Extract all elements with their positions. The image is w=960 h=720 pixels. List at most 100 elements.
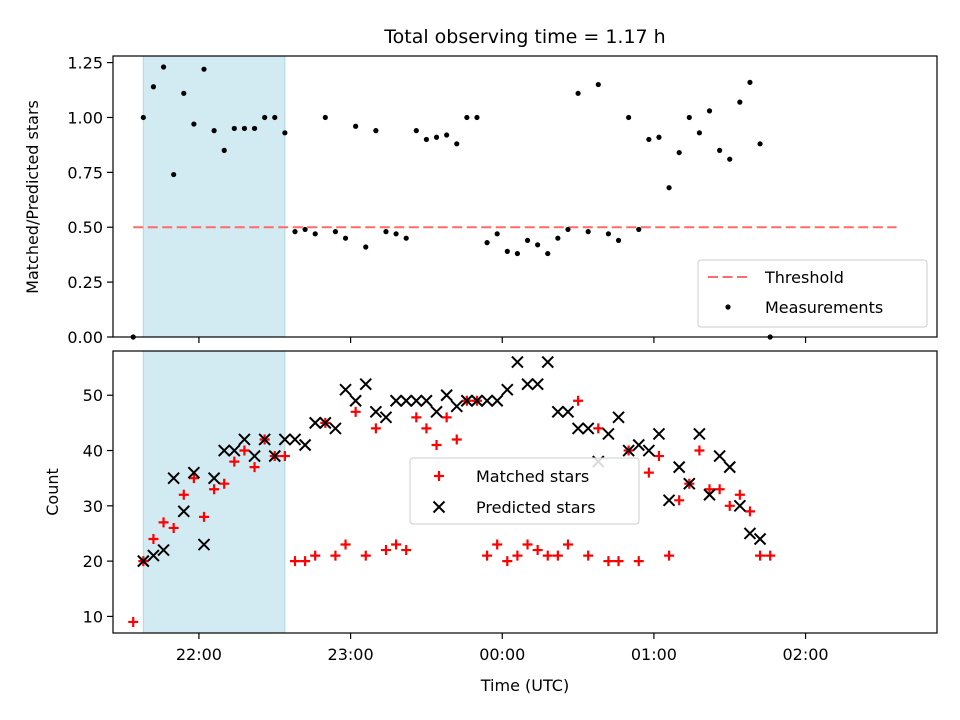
measurement-point	[433, 134, 440, 140]
predicted-star-point	[622, 444, 635, 457]
matched-star-point	[593, 423, 604, 434]
measurement-point	[140, 114, 146, 121]
chart-title: Total observing time = 1.17 h	[383, 26, 665, 48]
matched-star-point	[755, 550, 766, 561]
measurement-point	[464, 114, 470, 121]
measurement-point	[717, 147, 723, 153]
top-legend-box	[697, 259, 928, 328]
x-tick-label: 23:00	[328, 645, 374, 664]
bottom-y-tick-label: 30	[83, 497, 103, 516]
measurement-point	[626, 114, 632, 121]
legend-matched-label: Matched stars	[476, 467, 589, 486]
predicted-star-point	[743, 527, 757, 540]
measurement-point	[605, 231, 612, 237]
matched-star-point	[512, 550, 523, 561]
top-y-tick-label: 1.00	[67, 108, 103, 127]
matched-star-point	[148, 534, 159, 544]
measurement-point	[504, 248, 510, 254]
predicted-star-point	[187, 466, 201, 479]
matched-star-point	[279, 451, 290, 462]
matched-star-point	[229, 456, 240, 467]
predicted-star-point	[319, 416, 332, 430]
predicted-star-point	[440, 389, 453, 402]
measurement-point	[585, 229, 591, 235]
matched-star-point	[178, 489, 189, 500]
predicted-star-point	[470, 394, 484, 407]
measurement-point	[535, 242, 541, 248]
matched-star-point	[633, 556, 644, 567]
predicted-star-point	[197, 538, 211, 551]
measurement-point	[373, 128, 379, 134]
measurement-point	[272, 114, 278, 121]
predicted-star-point	[602, 427, 615, 441]
bottom-y-tick-label: 20	[83, 552, 103, 571]
measurement-point	[484, 240, 490, 246]
legend-predicted-swatch	[432, 500, 446, 514]
predicted-star-point	[369, 405, 383, 419]
measurement-point	[706, 108, 713, 114]
matched-star-point	[603, 556, 614, 567]
predicted-star-point	[430, 405, 443, 419]
matched-star-point	[573, 395, 584, 406]
predicted-star-point	[399, 394, 413, 407]
predicted-star-point	[480, 394, 494, 407]
measurement-point	[241, 125, 248, 132]
matched-star-point	[168, 522, 179, 533]
predicted-star-point	[683, 477, 696, 490]
measurement-point	[353, 123, 359, 129]
measurement-point	[413, 128, 419, 134]
predicted-star-point	[137, 554, 150, 568]
matched-star-point	[350, 406, 361, 417]
measurement-point	[676, 149, 682, 156]
x-tick-label: 22:00	[176, 645, 222, 664]
x-axis-label: Time (UTC)	[480, 676, 569, 695]
top-y-tick-label: 0.00	[67, 328, 103, 347]
predicted-star-point	[571, 422, 585, 435]
matched-star-point	[239, 445, 250, 456]
predicted-star-point	[410, 394, 423, 407]
bottom-y-tick-label: 40	[83, 442, 103, 461]
legend-threshold-label: Threshold	[764, 268, 844, 287]
matched-star-point	[188, 473, 199, 484]
measurement-point	[565, 226, 571, 233]
measurement-point	[737, 99, 743, 105]
matched-star-point	[613, 556, 624, 567]
matched-star-point	[219, 478, 230, 489]
measurement-point	[444, 132, 450, 138]
predicted-star-point	[672, 460, 686, 474]
measurement-point	[423, 136, 430, 143]
predicted-star-point	[258, 433, 271, 446]
matched-star-point	[401, 545, 412, 556]
measurement-point	[282, 130, 288, 136]
predicted-star-point	[167, 471, 180, 485]
bottom-ticks: 10 20 30 40 50 22:00 23:00 00:00 01:00 02:00	[83, 386, 829, 664]
legend-measurement-swatch	[725, 304, 731, 310]
x-tick-label: 01:00	[631, 645, 677, 664]
top-shaded-region	[142, 55, 286, 338]
bottom-plot-frame	[112, 350, 938, 634]
predicted-star-point	[278, 433, 292, 446]
predicted-star-point	[288, 433, 302, 446]
predicted-star-point	[349, 394, 362, 407]
measurement-point	[160, 64, 167, 70]
predicted-star-point	[309, 416, 322, 430]
measurement-point	[686, 114, 692, 121]
top-y-tick-label: 1.25	[67, 54, 103, 73]
measurement-point	[696, 130, 703, 136]
x-tick-label: 00:00	[479, 645, 525, 664]
bottom-legend-box	[409, 457, 640, 525]
top-shaded-region-rect	[142, 55, 286, 338]
measurement-point	[292, 229, 298, 235]
matched-star-point	[128, 616, 139, 627]
measurement-point	[322, 114, 328, 121]
matched-star-point	[704, 484, 715, 495]
matched-star-point	[300, 556, 311, 567]
measurement-point	[747, 79, 753, 85]
matched-star-point	[441, 412, 452, 423]
measurement-point	[262, 114, 268, 121]
measurement-point	[494, 231, 500, 237]
measurement-point	[383, 229, 389, 235]
predicted-star-point	[662, 494, 676, 507]
matched-star-point	[492, 539, 503, 550]
measurement-point	[181, 90, 187, 96]
